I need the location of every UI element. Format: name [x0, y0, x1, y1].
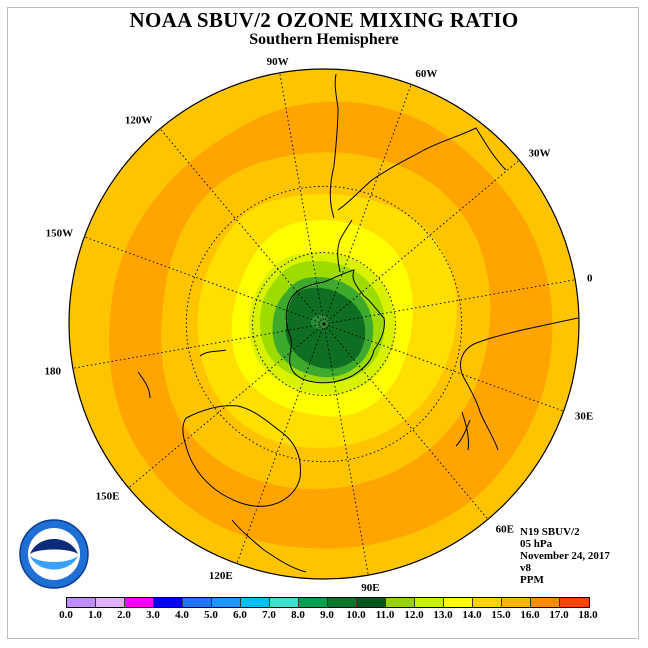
longitude-label: 30E	[575, 410, 593, 422]
colorbar-tick-label: 11.0	[375, 609, 395, 621]
satellite-label: N19 SBUV/2	[520, 526, 580, 538]
longitude-label: 90W	[267, 56, 289, 68]
longitude-label: 120E	[209, 570, 233, 582]
meridian-line	[323, 84, 412, 325]
page-frame	[7, 7, 639, 639]
colorbar-swatch	[386, 598, 415, 607]
product-info: N19 SBUV/2 05 hPa November 24, 2017 v8 P…	[520, 526, 610, 586]
latitude-circle	[185, 185, 463, 463]
noaa-logo-text: NOAA	[39, 550, 68, 561]
colorbar-ticks: 0.0 1.0 2.0 3.0 4.0 5.0 6.0 7.0 8.0 9.0 10.0 11.0 12…	[0, 609, 648, 629]
longitude-label: 150E	[96, 491, 120, 503]
colorbar-tick-label: 4.0	[175, 609, 189, 621]
colorbar-swatch	[473, 598, 502, 607]
colorbar-swatch	[357, 598, 386, 607]
meridian-line	[279, 72, 325, 325]
colorbar	[66, 597, 590, 608]
new-zealand-coast	[137, 349, 227, 399]
colorbar-tick-label: 1.0	[88, 609, 102, 621]
longitude-labels: 90W 60W 30W 0 30E 60E 90E 120E 150E 180 150W 120W	[45, 56, 594, 594]
colorbar-swatch	[154, 598, 183, 607]
colorbar-tick-label: 2.0	[117, 609, 131, 621]
longitude-label: 90E	[361, 582, 379, 594]
latitude-circle	[252, 252, 396, 396]
colorbar-swatch	[183, 598, 212, 607]
longitude-label: 120W	[125, 114, 153, 126]
longitude-label: 30W	[529, 147, 551, 159]
meridian-line	[323, 323, 369, 576]
antarctica-coast	[285, 269, 385, 384]
longitude-label: 0	[587, 273, 593, 285]
meridian-line	[323, 159, 520, 325]
colorbar-tick-label: 5.0	[204, 609, 218, 621]
colorbar-tick-label: 16.0	[520, 609, 540, 621]
meridian-line	[323, 323, 564, 412]
south-america-coast	[329, 73, 507, 219]
meridian-line	[72, 323, 325, 369]
colorbar-tick-label: 13.0	[433, 609, 453, 621]
meridian-line	[159, 128, 325, 325]
version-label: v8	[520, 562, 531, 574]
colorbar-tick-label: 8.0	[291, 609, 305, 621]
colorbar-swatch	[560, 598, 589, 607]
colorbar-tick-label: 10.0	[346, 609, 366, 621]
longitude-label: 150W	[46, 228, 74, 240]
meridian-line	[236, 323, 325, 564]
colorbar-swatch	[444, 598, 473, 607]
colorbar-swatch	[212, 598, 241, 607]
colorbar-swatch	[328, 598, 357, 607]
colorbar-tick-label: 0.0	[59, 609, 73, 621]
colorbar-tick-label: 7.0	[262, 609, 276, 621]
pressure-level-label: 05 hPa	[520, 538, 553, 550]
colorbar-tick-label: 17.0	[549, 609, 569, 621]
coastlines	[137, 73, 579, 573]
meridian-line	[84, 236, 325, 325]
colorbar-swatch	[270, 598, 299, 607]
colorbar-swatch	[96, 598, 125, 607]
colorbar-tick-label: 15.0	[491, 609, 511, 621]
colorbar-swatch	[502, 598, 531, 607]
meridian-line	[323, 279, 576, 325]
colorbar-tick-label: 18.0	[578, 609, 598, 621]
tasmania-coast	[231, 519, 307, 573]
madagascar-coast	[461, 411, 469, 451]
units-label: PPM	[520, 574, 544, 586]
longitude-label: 60E	[496, 524, 514, 536]
map-border	[68, 68, 580, 580]
colorbar-swatch	[67, 598, 96, 607]
colorbar-tick-label: 12.0	[404, 609, 424, 621]
longitude-label: 60W	[415, 68, 437, 80]
noaa-logo: NOAA	[19, 519, 89, 589]
longitude-label: 180	[45, 365, 62, 377]
colorbar-tick-label: 6.0	[233, 609, 247, 621]
colorbar-swatch	[531, 598, 560, 607]
colorbar-tick-label: 3.0	[146, 609, 160, 621]
africa-coast	[455, 317, 579, 451]
map-title: NOAA SBUV/2 OZONE MIXING RATIO	[129, 8, 519, 32]
colorbar-tick-label: 9.0	[320, 609, 334, 621]
date-label: November 24, 2017	[520, 550, 610, 562]
australia-coast	[182, 405, 301, 507]
colorbar-swatch	[299, 598, 328, 607]
colorbar-swatch	[125, 598, 154, 607]
map-subtitle: Southern Hemisphere	[249, 31, 399, 48]
meridian-line	[323, 323, 489, 520]
ozone-band-9	[285, 287, 366, 369]
colorbar-tick-label: 14.0	[462, 609, 482, 621]
colorbar-swatch	[241, 598, 270, 607]
antarctic-peninsula	[337, 219, 353, 273]
colorbar-swatch	[415, 598, 444, 607]
